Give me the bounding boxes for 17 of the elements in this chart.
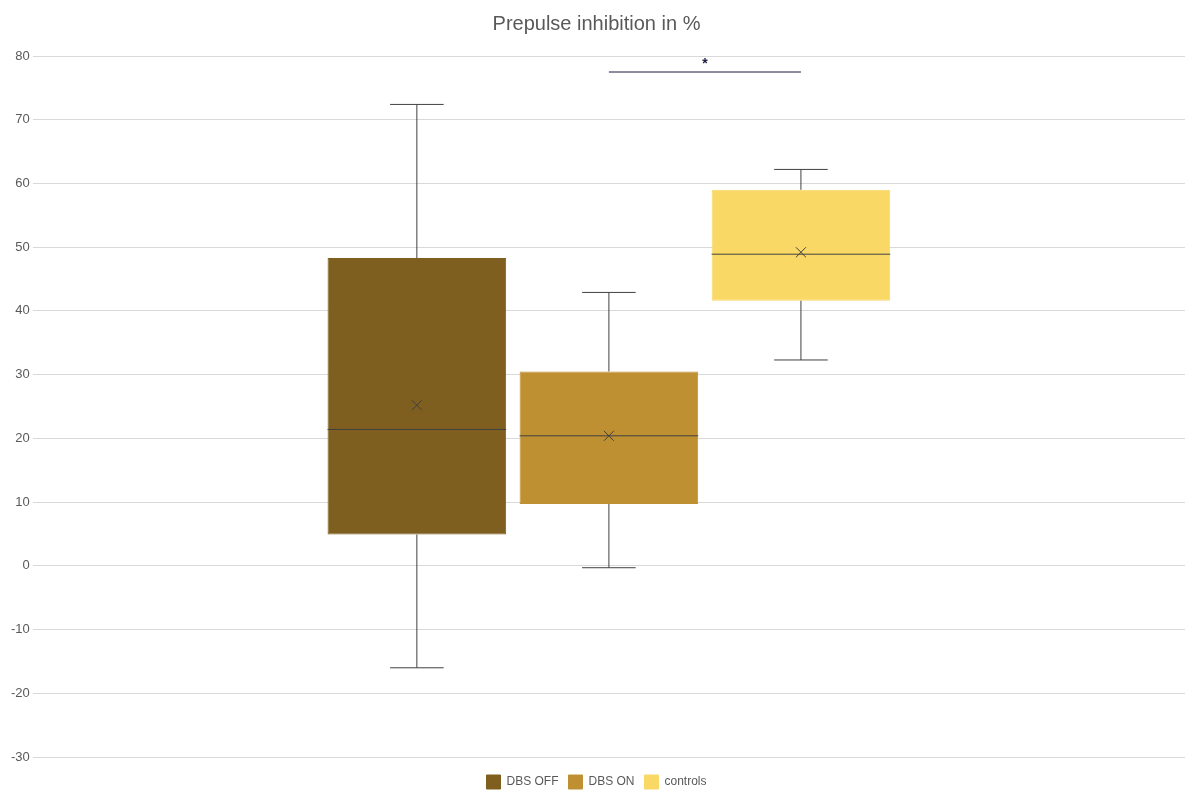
y-tick-label: 10	[15, 493, 30, 509]
y-tick-label: 0	[22, 557, 30, 573]
chart-title: Prepulse inhibition in %	[492, 11, 701, 34]
y-tick-label: 20	[15, 429, 30, 445]
y-tick-label: 30	[15, 366, 30, 382]
annotation: *	[702, 54, 709, 71]
y-tick-label: 60	[15, 175, 30, 191]
y-tick-label: -20	[10, 684, 30, 700]
y-tick-label: 40	[15, 302, 30, 318]
legend-label: controls	[664, 774, 707, 789]
y-tick-label: -10	[10, 621, 30, 637]
y-tick-label: -30	[10, 748, 30, 764]
y-tick-label: 70	[15, 111, 30, 127]
y-tick-label: 50	[15, 238, 30, 254]
legend-label: DBS OFF	[506, 774, 559, 789]
y-tick-label: 80	[15, 47, 30, 63]
legend-label: DBS ON	[588, 774, 635, 789]
